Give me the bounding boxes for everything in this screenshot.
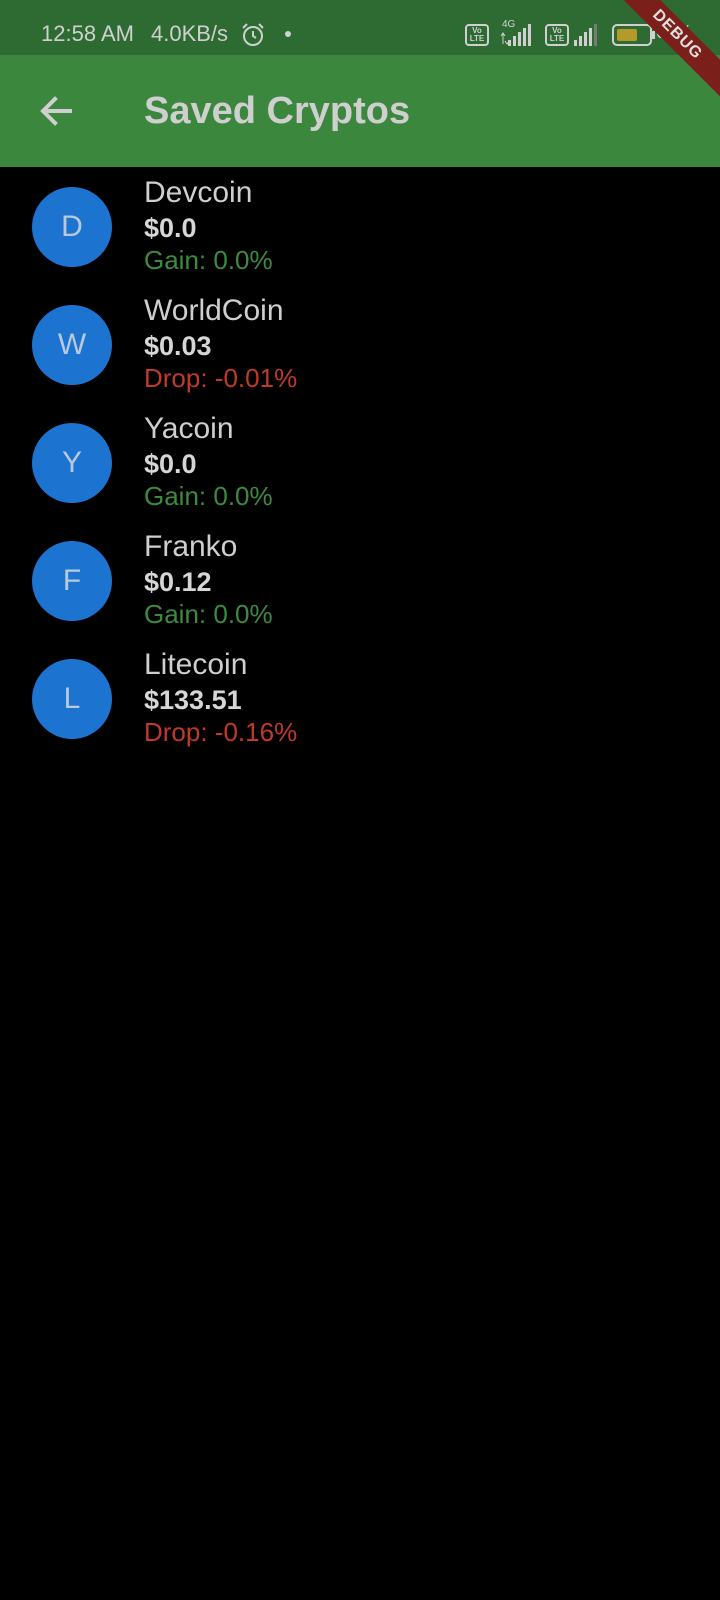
avatar: D xyxy=(32,187,112,267)
volte-icon: Vo LTE xyxy=(545,24,569,46)
status-time: 12:58 AM xyxy=(41,21,134,46)
network-speed: 4.0KB/s xyxy=(151,21,229,46)
back-button[interactable] xyxy=(22,77,90,145)
crypto-change: Gain: 0.0% xyxy=(144,599,273,629)
crypto-price: $0.0 xyxy=(144,213,197,243)
crypto-name: Franko xyxy=(144,530,238,563)
list-item[interactable]: L Litecoin $133.51 Drop: -0.16% xyxy=(0,639,720,757)
volte-icon: Vo LTE xyxy=(465,24,489,46)
crypto-price: $0.0 xyxy=(144,449,197,479)
crypto-change: Drop: -0.16% xyxy=(144,717,298,747)
network-type-label: 4G xyxy=(502,19,516,30)
avatar: L xyxy=(32,659,112,739)
status-bar: 12:58 AM 4.0KB/s Vo LTE 4G Vo xyxy=(0,0,720,55)
signal-icon xyxy=(500,24,534,46)
alarm-icon xyxy=(240,22,266,48)
crypto-name: WorldCoin xyxy=(144,294,284,327)
crypto-price: $0.12 xyxy=(144,567,212,597)
avatar: Y xyxy=(32,423,112,503)
battery-icon xyxy=(612,24,656,46)
crypto-price: $133.51 xyxy=(144,685,242,715)
app-bar: Saved Cryptos xyxy=(0,55,720,167)
arrow-left-icon xyxy=(40,96,72,126)
page-title: Saved Cryptos xyxy=(144,90,411,132)
crypto-change: Gain: 0.0% xyxy=(144,481,273,511)
crypto-name: Devcoin xyxy=(144,176,253,209)
notification-dot-icon xyxy=(285,31,291,37)
volte-label: Vo LTE xyxy=(469,26,485,43)
list-item[interactable]: Y Yacoin $0.0 Gain: 0.0% xyxy=(0,403,720,521)
crypto-name: Yacoin xyxy=(144,412,234,445)
list-item[interactable]: W WorldCoin $0.03 Drop: -0.01% xyxy=(0,285,720,403)
volte-label: Vo LTE xyxy=(549,26,565,43)
crypto-name: Litecoin xyxy=(144,648,248,681)
list-item[interactable]: D Devcoin $0.0 Gain: 0.0% xyxy=(0,167,720,285)
crypto-change: Gain: 0.0% xyxy=(144,245,273,275)
crypto-change: Drop: -0.01% xyxy=(144,363,298,393)
avatar: F xyxy=(32,541,112,621)
crypto-list: D Devcoin $0.0 Gain: 0.0% W WorldCoin $0… xyxy=(0,167,720,757)
list-item[interactable]: F Franko $0.12 Gain: 0.0% xyxy=(0,521,720,639)
signal-icon xyxy=(572,24,606,46)
avatar: W xyxy=(32,305,112,385)
crypto-price: $0.03 xyxy=(144,331,212,361)
